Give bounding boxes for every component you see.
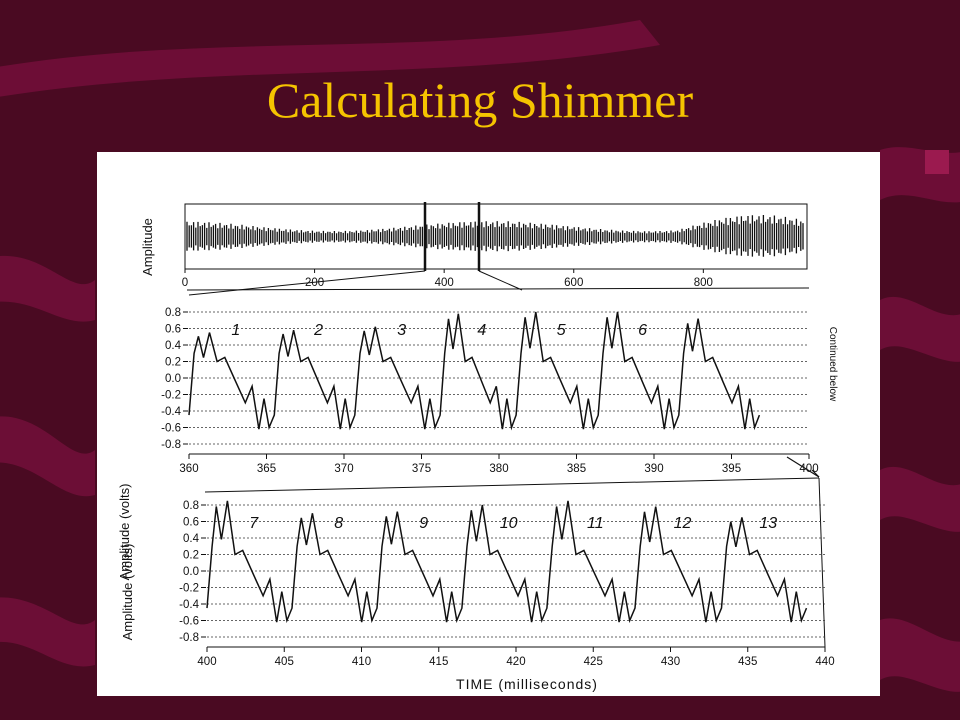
y-tick-label: 0.2 bbox=[183, 550, 199, 562]
y-tick-label: -0.8 bbox=[179, 632, 199, 644]
panel1-waveform bbox=[188, 311, 761, 431]
zoom-panel-2: Amplitude (volts) 0.8 0.6 0.4 0.2 0.0 -0.2 -0.… bbox=[120, 477, 835, 692]
x-tick-label: 440 bbox=[815, 656, 834, 668]
x-tick-label: 400 bbox=[197, 656, 216, 668]
cycle-label: 7 bbox=[249, 515, 259, 532]
overview-tick-label: 800 bbox=[694, 277, 713, 289]
x-tick-label: 405 bbox=[275, 656, 294, 668]
x-tick-label: 390 bbox=[644, 463, 663, 475]
x-tick-label: 380 bbox=[489, 463, 508, 475]
overview-frame bbox=[184, 203, 808, 270]
x-tick-label: 395 bbox=[722, 463, 741, 475]
cycle-label: 5 bbox=[557, 322, 566, 339]
cycle-label: 13 bbox=[759, 515, 777, 532]
panel2-right-axis bbox=[818, 477, 826, 648]
cycle-label: 4 bbox=[477, 322, 486, 339]
cycle-label: 2 bbox=[313, 322, 323, 339]
cycle-label: 11 bbox=[587, 515, 604, 532]
y-tick-label: -0.4 bbox=[179, 599, 199, 611]
x-tick-label: 425 bbox=[584, 656, 603, 668]
cycle-label: 1 bbox=[231, 322, 240, 339]
y-tick-label: -0.2 bbox=[179, 583, 199, 595]
y-tick-label: 0.0 bbox=[165, 373, 181, 385]
cycle-label: 8 bbox=[334, 515, 343, 532]
y-tick-label: 0.6 bbox=[183, 517, 199, 529]
x-tick-label: 385 bbox=[567, 463, 586, 475]
y-tick-label: -0.2 bbox=[161, 390, 181, 402]
y-tick-label: -0.6 bbox=[161, 423, 181, 435]
y-tick-label: 0.2 bbox=[165, 357, 181, 369]
panel2-top-axis bbox=[204, 477, 820, 493]
y-tick-label: -0.4 bbox=[161, 406, 181, 418]
cycle-label: 10 bbox=[500, 515, 518, 532]
x-tick-label: 435 bbox=[738, 656, 757, 668]
panel1-ylabel: Amplitude (volts) bbox=[117, 484, 132, 581]
cycle-label: 9 bbox=[419, 515, 428, 532]
overview-tick-label: 400 bbox=[435, 277, 454, 289]
overview-tick-label: 600 bbox=[564, 277, 583, 289]
y-tick-label: 0.6 bbox=[165, 324, 181, 336]
overview-ylabel: Amplitude bbox=[140, 218, 155, 276]
y-tick-label: 0.4 bbox=[165, 340, 182, 352]
panel2-waveform bbox=[206, 500, 808, 624]
zoom-connector-right bbox=[478, 270, 523, 291]
x-tick-label: 410 bbox=[352, 656, 371, 668]
x-tick-label: 360 bbox=[179, 463, 198, 475]
waveform-figure: Amplitude 0 200 400 600 800 Amplitude (volts… bbox=[97, 152, 880, 696]
y-tick-label: 0.4 bbox=[183, 533, 200, 545]
slide-title: Calculating Shimmer bbox=[266, 72, 694, 128]
zoom-panel-1: Amplitude (volts) 0.8 0.6 0.4 0.2 0.0 -0.2 -0.… bbox=[117, 287, 838, 581]
y-tick-label: 0.8 bbox=[165, 307, 181, 319]
x-tick-label: 365 bbox=[257, 463, 276, 475]
x-tick-label: 430 bbox=[661, 656, 680, 668]
x-tick-label: 415 bbox=[429, 656, 448, 668]
y-tick-label: -0.6 bbox=[179, 616, 199, 628]
overview-tick-label: 0 bbox=[182, 277, 188, 289]
panel1-top-axis bbox=[186, 287, 810, 291]
x-tick-label: 420 bbox=[506, 656, 525, 668]
y-tick-label: 0.0 bbox=[183, 566, 199, 578]
overview-tick-label: 200 bbox=[305, 277, 324, 289]
continued-note: Continued below bbox=[827, 327, 838, 402]
cycle-label: 3 bbox=[397, 322, 406, 339]
panel2-ylabel: Amplitude (volts) bbox=[120, 544, 135, 641]
time-axis-label: TIME (milliseconds) bbox=[456, 676, 598, 692]
overview-panel: Amplitude 0 200 400 600 800 bbox=[140, 202, 808, 296]
zoom-connector-left bbox=[188, 270, 426, 296]
x-tick-label: 375 bbox=[412, 463, 431, 475]
y-tick-label: 0.8 bbox=[183, 500, 199, 512]
x-tick-label: 370 bbox=[334, 463, 353, 475]
cycle-label: 12 bbox=[674, 515, 692, 532]
y-tick-label: -0.8 bbox=[161, 439, 181, 451]
overview-waveform bbox=[186, 215, 804, 257]
cycle-label: 6 bbox=[638, 322, 647, 339]
continuation-arrow bbox=[786, 456, 820, 478]
